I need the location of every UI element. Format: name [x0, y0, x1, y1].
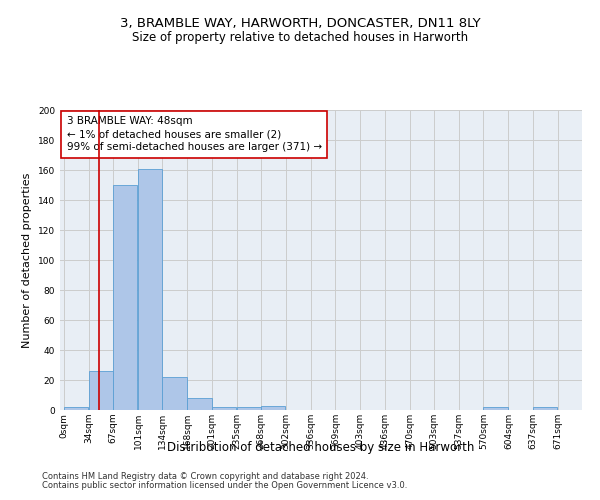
Bar	[484, 407, 508, 410]
Bar	[187, 398, 212, 410]
Text: Distribution of detached houses by size in Harworth: Distribution of detached houses by size …	[167, 441, 475, 454]
Text: 3, BRAMBLE WAY, HARWORTH, DONCASTER, DN11 8LY: 3, BRAMBLE WAY, HARWORTH, DONCASTER, DN1…	[119, 18, 481, 30]
Bar	[113, 185, 137, 410]
Bar	[261, 406, 285, 410]
Bar	[212, 407, 236, 410]
Bar	[64, 407, 88, 410]
Bar	[236, 407, 261, 410]
Y-axis label: Number of detached properties: Number of detached properties	[22, 172, 32, 348]
Text: Size of property relative to detached houses in Harworth: Size of property relative to detached ho…	[132, 31, 468, 44]
Bar	[163, 377, 187, 410]
Bar	[138, 168, 163, 410]
Text: Contains public sector information licensed under the Open Government Licence v3: Contains public sector information licen…	[42, 481, 407, 490]
Text: 3 BRAMBLE WAY: 48sqm
← 1% of detached houses are smaller (2)
99% of semi-detache: 3 BRAMBLE WAY: 48sqm ← 1% of detached ho…	[67, 116, 322, 152]
Bar	[533, 407, 557, 410]
Text: Contains HM Land Registry data © Crown copyright and database right 2024.: Contains HM Land Registry data © Crown c…	[42, 472, 368, 481]
Bar	[89, 371, 113, 410]
